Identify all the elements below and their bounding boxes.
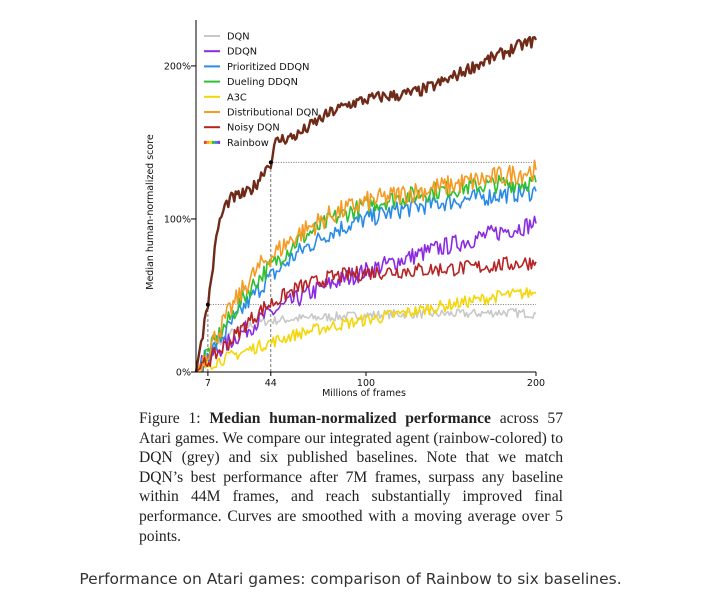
x-axis-label: Millions of frames bbox=[322, 388, 406, 399]
x-tick-label: 200 bbox=[527, 378, 545, 389]
figure-chart: 0% 100% 200% 7 44 100 200 DQN DDQN Prioritized D… bbox=[145, 20, 545, 399]
x-tick-label: 100 bbox=[357, 378, 375, 389]
caption-bold-title: Median human-normalized performance bbox=[209, 410, 491, 427]
series-lines bbox=[194, 35, 538, 373]
legend-label-a3c: A3C bbox=[227, 92, 247, 103]
legend-label-dqn: DQN bbox=[227, 32, 250, 43]
legend-label-ddqn: DDQN bbox=[227, 47, 257, 58]
subcaption: Performance on Atari games: comparison o… bbox=[79, 570, 622, 588]
series-line-noisy-dqn bbox=[195, 256, 537, 373]
series-line-distributional-dqn bbox=[195, 159, 537, 373]
marker-point-0 bbox=[205, 302, 210, 307]
legend-label-distributional-dqn: Distributional DQN bbox=[227, 108, 319, 119]
y-tick-label: 200% bbox=[164, 61, 191, 72]
caption-body: across 57 Atari games. We compare our in… bbox=[139, 410, 563, 545]
legend-label-rainbow: Rainbow bbox=[227, 138, 269, 149]
legend-label-dueling-ddqn: Dueling DDQN bbox=[227, 77, 298, 88]
marker-point-1 bbox=[268, 160, 273, 165]
series-line-prioritized-ddqn bbox=[195, 183, 537, 373]
figure-caption: Figure 1: Median human-normalized perfor… bbox=[139, 409, 563, 546]
x-tick-label: 44 bbox=[265, 378, 277, 389]
series-line-a3c bbox=[195, 287, 537, 373]
legend-label-prioritized-ddqn: Prioritized DDQN bbox=[227, 62, 309, 73]
x-tick-label: 7 bbox=[205, 378, 211, 389]
series-line-rainbow bbox=[194, 35, 538, 373]
legend-label-noisy-dqn: Noisy DQN bbox=[227, 123, 280, 134]
axes: 0% 100% 200% 7 44 100 200 bbox=[164, 20, 545, 389]
y-tick-label: 0% bbox=[176, 368, 191, 379]
caption-label: Figure 1: bbox=[139, 410, 201, 427]
y-tick-label: 100% bbox=[164, 214, 191, 225]
legend: DQN DDQN Prioritized DDQN Dueling DDQN A3C Di… bbox=[204, 32, 319, 149]
y-axis-label: Median human-normalized score bbox=[145, 134, 156, 290]
